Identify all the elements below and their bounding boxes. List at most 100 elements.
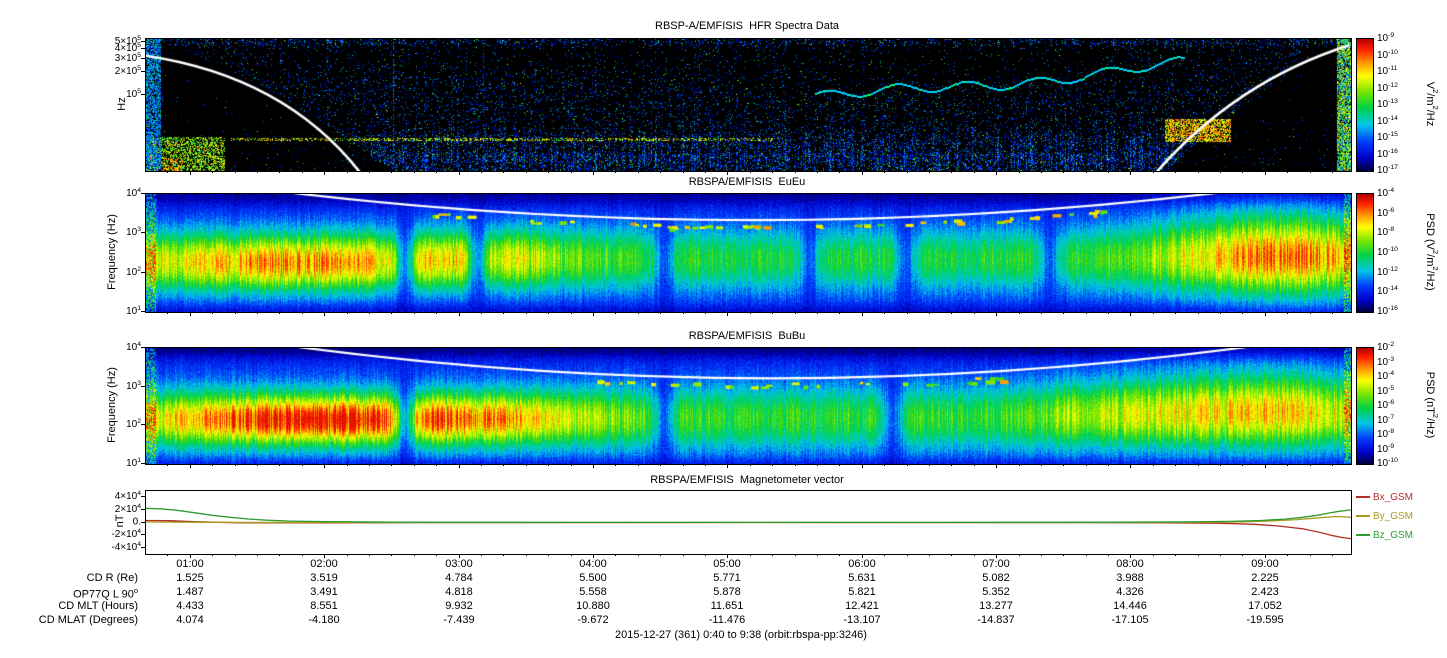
y-tick-mark <box>141 58 145 59</box>
colorbar-tick-label: 10-15 <box>1377 130 1398 144</box>
time-minor-tick <box>503 171 504 173</box>
time-minor-tick <box>1332 312 1333 314</box>
time-minor-tick <box>414 171 415 173</box>
panel2-eueu-spectrogram <box>145 193 1352 313</box>
time-major-tick <box>1265 171 1266 175</box>
time-minor-tick <box>167 171 168 173</box>
ephemeris-cell: 3.491 <box>310 586 338 598</box>
time-minor-tick <box>302 554 303 556</box>
time-minor-tick <box>526 464 527 466</box>
y-tick-mark <box>141 48 145 49</box>
time-major-tick <box>727 464 728 468</box>
time-minor-tick <box>1198 171 1199 173</box>
time-minor-tick <box>974 171 975 173</box>
time-minor-tick <box>683 554 684 556</box>
time-minor-tick <box>1310 312 1311 314</box>
time-major-tick <box>1130 464 1131 468</box>
panel2-colorbar <box>1356 193 1374 313</box>
time-minor-tick <box>638 312 639 314</box>
y-tick-mark <box>141 496 145 497</box>
time-minor-tick <box>817 312 818 314</box>
time-major-tick <box>324 171 325 175</box>
time-minor-tick <box>951 554 952 556</box>
y-tick-label: -4×104 <box>111 540 141 553</box>
time-minor-tick <box>839 171 840 173</box>
ephemeris-cell: 2.225 <box>1251 572 1279 584</box>
ephemeris-cell: -14.837 <box>977 614 1015 626</box>
colorbar-tick-label: 10-12 <box>1377 265 1398 278</box>
time-minor-tick <box>235 312 236 314</box>
time-minor-tick <box>1041 464 1042 466</box>
time-minor-tick <box>1242 464 1243 466</box>
time-minor-tick <box>660 464 661 466</box>
time-major-tick <box>727 554 728 558</box>
time-major-tick <box>190 171 191 175</box>
panel4-ylabel: nT <box>114 514 126 528</box>
time-minor-tick <box>1332 554 1333 556</box>
time-major-tick <box>996 312 997 316</box>
time-minor-tick <box>1175 464 1176 466</box>
time-minor-tick <box>481 464 482 466</box>
time-major-tick <box>324 554 325 558</box>
time-minor-tick <box>795 554 796 556</box>
ephemeris-cell: 9.932 <box>445 600 473 612</box>
time-minor-tick <box>235 171 236 173</box>
y-tick-label: 4×105 <box>114 42 141 55</box>
time-minor-tick <box>302 312 303 314</box>
ephemeris-cell: -11.476 <box>708 614 746 626</box>
panel2-title: RBSPA/EMFISIS EuEu <box>688 176 806 188</box>
time-minor-tick <box>750 171 751 173</box>
time-major-tick <box>996 171 997 175</box>
time-major-tick <box>190 312 191 316</box>
time-major-tick <box>190 554 191 558</box>
y-tick-label: 104 <box>126 340 141 354</box>
time-major-tick <box>996 554 997 558</box>
time-minor-tick <box>391 464 392 466</box>
time-minor-tick <box>548 312 549 314</box>
time-minor-tick <box>436 554 437 556</box>
time-tick-label: 04:00 <box>579 558 607 570</box>
ephemeris-cell: 17.052 <box>1248 600 1282 612</box>
time-minor-tick <box>212 554 213 556</box>
time-minor-tick <box>1153 171 1154 173</box>
colorbar-tick-label: 10-4 <box>1377 369 1395 383</box>
time-tick-label: 02:00 <box>310 558 338 570</box>
time-major-tick <box>459 312 460 316</box>
time-major-tick <box>1265 312 1266 316</box>
ephemeris-cell: -17.105 <box>1111 614 1149 626</box>
time-minor-tick <box>750 464 751 466</box>
y-tick-mark <box>141 41 145 42</box>
time-major-tick <box>1130 312 1131 316</box>
colorbar-tick-label: 10-9 <box>1377 442 1395 455</box>
time-minor-tick <box>481 554 482 556</box>
colorbar-tick-label: 10-7 <box>1377 413 1395 426</box>
time-minor-tick <box>1198 554 1199 556</box>
y-tick-label: 102 <box>126 265 141 278</box>
y-tick-mark <box>141 347 145 348</box>
ephemeris-cell: -4.180 <box>308 614 340 626</box>
ephemeris-cell: 5.631 <box>848 572 876 584</box>
time-minor-tick <box>772 171 773 173</box>
y-tick-label: 2×105 <box>114 65 141 78</box>
ephemeris-cell: 12.421 <box>845 600 879 612</box>
time-major-tick <box>593 554 594 558</box>
time-minor-tick <box>414 464 415 466</box>
time-minor-tick <box>1242 554 1243 556</box>
y-tick-label: 101 <box>126 456 141 470</box>
colorbar-tick-label: 10-14 <box>1377 114 1398 127</box>
time-minor-tick <box>615 554 616 556</box>
time-minor-tick <box>347 312 348 314</box>
time-minor-tick <box>347 554 348 556</box>
time-tick-label: 06:00 <box>848 558 876 570</box>
time-minor-tick <box>1019 554 1020 556</box>
legend-swatch-bx_gsm <box>1356 496 1370 499</box>
time-minor-tick <box>235 554 236 556</box>
time-minor-tick <box>414 554 415 556</box>
legend-label-bx_gsm: Bx_GSM <box>1373 492 1414 503</box>
time-minor-tick <box>951 464 952 466</box>
time-tick-label: 07:00 <box>982 558 1010 570</box>
colorbar-tick-label: 10-4 <box>1377 186 1395 200</box>
time-minor-tick <box>1198 464 1199 466</box>
time-minor-tick <box>1108 171 1109 173</box>
